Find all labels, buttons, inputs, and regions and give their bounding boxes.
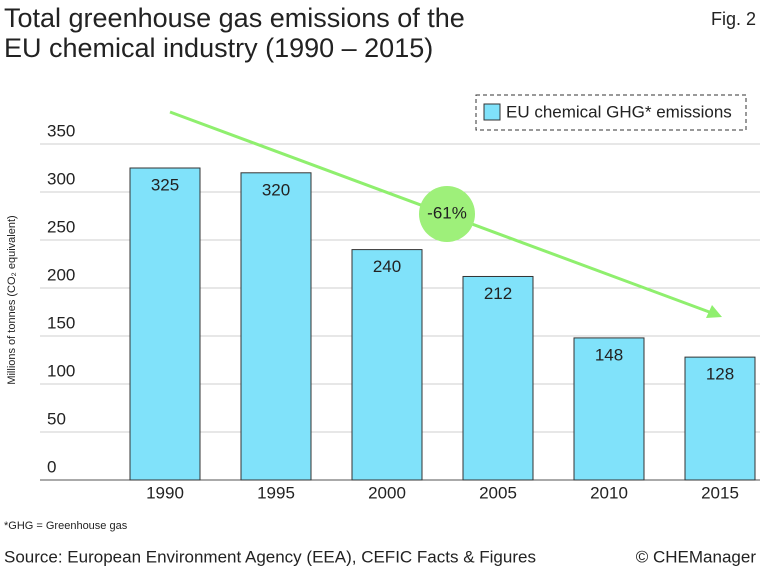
chart-title: Total greenhouse gas emissions of the bbox=[4, 3, 465, 33]
bar bbox=[573, 337, 645, 481]
y-tick-label: 250 bbox=[47, 217, 75, 236]
value-label: 240 bbox=[373, 257, 401, 276]
y-tick-label: 0 bbox=[47, 457, 56, 476]
value-label: 128 bbox=[706, 365, 734, 384]
bar bbox=[684, 356, 756, 481]
legend-box bbox=[475, 94, 747, 131]
bar bbox=[240, 172, 312, 481]
value-label: 148 bbox=[595, 345, 623, 364]
value-label: 212 bbox=[484, 284, 512, 303]
x-tick-label: 2000 bbox=[368, 483, 406, 502]
annotation: -61% bbox=[427, 203, 467, 222]
legend-label: EU chemical GHG* emissions bbox=[506, 102, 732, 121]
x-tick-label: 2010 bbox=[590, 483, 628, 502]
bar bbox=[462, 275, 534, 481]
y-axis-label: Millions of tonnes (CO₂ equivalent) bbox=[6, 215, 18, 384]
x-tick-label: 2015 bbox=[701, 483, 739, 502]
annotation-badge bbox=[419, 186, 475, 242]
bar bbox=[351, 249, 423, 481]
y-tick-label: 200 bbox=[47, 265, 75, 284]
footnote: *GHG = Greenhouse gas bbox=[4, 520, 128, 532]
y-tick-label: 50 bbox=[47, 409, 66, 428]
copyright: © CHEManager bbox=[636, 547, 757, 566]
x-tick-label: 1990 bbox=[146, 483, 184, 502]
y-tick-label: 100 bbox=[47, 361, 75, 380]
plot: 0 50 100 150 200 250 300 350 325 1990 320 1995 240 20… bbox=[40, 102, 760, 502]
chart-title: EU chemical industry (1990 – 2015) bbox=[4, 33, 433, 63]
y-tick-label: 350 bbox=[47, 121, 75, 140]
y-tick-label: 150 bbox=[47, 313, 75, 332]
value-label: 320 bbox=[262, 180, 290, 199]
bar bbox=[129, 167, 201, 481]
figure-label: Fig. 2 bbox=[711, 9, 756, 29]
x-tick-label: 1995 bbox=[257, 483, 295, 502]
legend-swatch bbox=[483, 103, 501, 121]
arrow-head bbox=[706, 305, 722, 318]
y-tick-label: 300 bbox=[47, 169, 75, 188]
source: Source: European Environment Agency (EEA… bbox=[4, 547, 536, 566]
value-label: 325 bbox=[151, 175, 179, 194]
x-tick-label: 2005 bbox=[479, 483, 517, 502]
